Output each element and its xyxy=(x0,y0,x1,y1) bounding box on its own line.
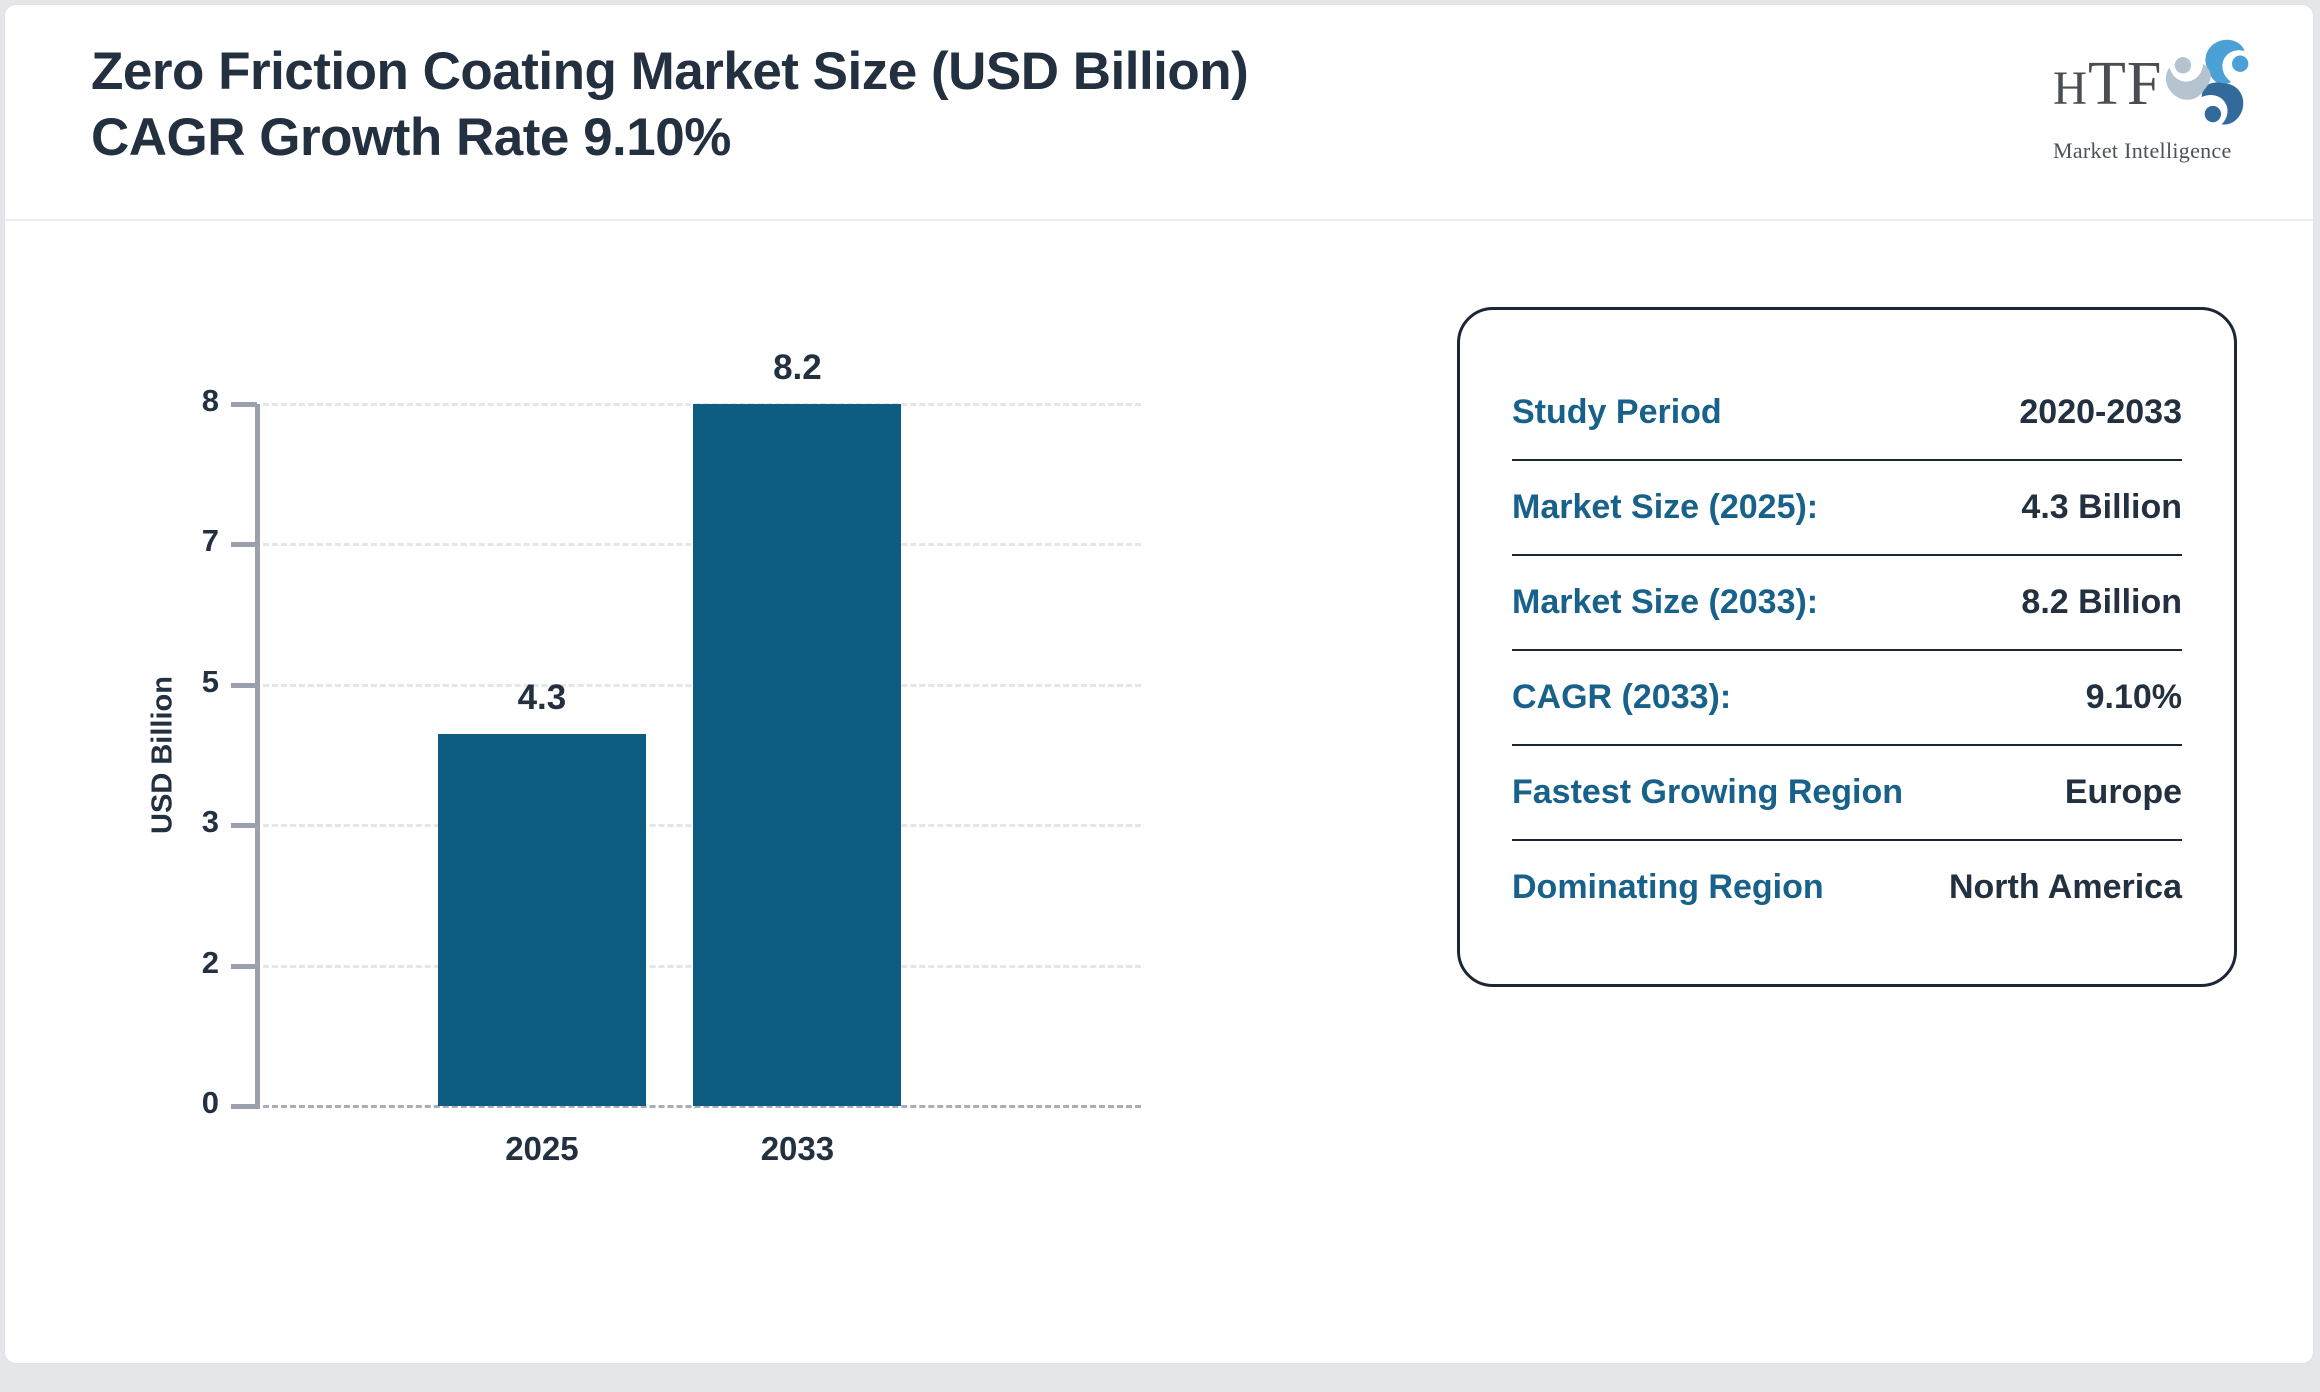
info-row-label: Dominating Region xyxy=(1512,868,1824,906)
info-row-label: CAGR (2033): xyxy=(1512,678,1732,716)
y-tick-mark xyxy=(231,1104,257,1109)
bar-2033 xyxy=(693,404,902,1106)
info-row-value: North America xyxy=(1948,868,2182,906)
y-tick-mark xyxy=(231,963,257,969)
info-row-label: Study Period xyxy=(1512,393,1722,431)
logo-row: HTF xyxy=(2053,31,2253,136)
info-row: Market Size (2033): 8.2 Billion xyxy=(1512,556,2182,651)
y-tick-label: 3 xyxy=(201,804,219,840)
y-tick-mark xyxy=(231,823,257,829)
htf-logo: HTF Market Inte xyxy=(2053,31,2253,164)
info-row-label: Fastest Growing Region xyxy=(1512,773,1904,811)
y-tick-mark xyxy=(231,542,257,548)
info-row-label: Market Size (2033): xyxy=(1512,583,1819,621)
logo-subtext: Market Intelligence xyxy=(2053,138,2232,163)
y-tick-label: 0 xyxy=(201,1085,219,1120)
logo-wordmark: HTF xyxy=(2053,49,2163,118)
bar-value-label: 8.2 xyxy=(773,348,822,387)
bar-value-label: 4.3 xyxy=(517,677,567,717)
info-row-value: 8.2 Billion xyxy=(2021,583,2182,621)
info-row: Dominating Region North America xyxy=(1512,841,2182,934)
info-panel-rows: Study Period 2020-2033 Market Size (2025):… xyxy=(1512,366,2182,934)
info-row-value: 2020-2033 xyxy=(2019,393,2182,431)
info-row: Fastest Growing Region Europe xyxy=(1512,746,2182,841)
bar-chart: USD Billion 8 7 5 3 2 0 4.3 2025 8.2 2033 xyxy=(5,5,2313,1363)
info-row-label: Market Size (2025): xyxy=(1512,488,1819,526)
y-tick-mark xyxy=(231,402,257,407)
report-card: Zero Friction Coating Market Size (USD B… xyxy=(4,4,2314,1364)
header-divider xyxy=(5,219,2313,221)
y-tick-label: 7 xyxy=(201,523,219,559)
bar-2025 xyxy=(437,733,646,1106)
info-row-value: Europe xyxy=(2064,773,2182,811)
info-row: CAGR (2033): 9.10% xyxy=(1512,651,2182,746)
y-tick-label: 2 xyxy=(201,944,219,980)
info-row-value: 9.10% xyxy=(2085,678,2182,716)
htf-logo-icon xyxy=(2162,31,2262,136)
y-tick-label: 8 xyxy=(201,383,219,418)
x-tick-label: 2025 xyxy=(505,1130,579,1167)
title-line-2: CAGR Growth Rate 9.10% xyxy=(91,108,731,167)
y-axis-line xyxy=(255,404,260,1109)
zero-gridline xyxy=(263,1105,1141,1108)
info-row: Study Period 2020-2033 xyxy=(1512,366,2182,461)
page-title: Zero Friction Coating Market Size (USD B… xyxy=(91,39,1249,171)
info-row: Market Size (2025): 4.3 Billion xyxy=(1512,461,2182,556)
info-row-value: 4.3 Billion xyxy=(2021,488,2182,526)
y-tick-mark xyxy=(231,682,257,688)
info-panel: Study Period 2020-2033 Market Size (2025):… xyxy=(1457,307,2237,987)
x-tick-label: 2033 xyxy=(760,1130,835,1167)
y-tick-label: 5 xyxy=(201,663,219,699)
title-line-1: Zero Friction Coating Market Size (USD B… xyxy=(91,42,1249,101)
